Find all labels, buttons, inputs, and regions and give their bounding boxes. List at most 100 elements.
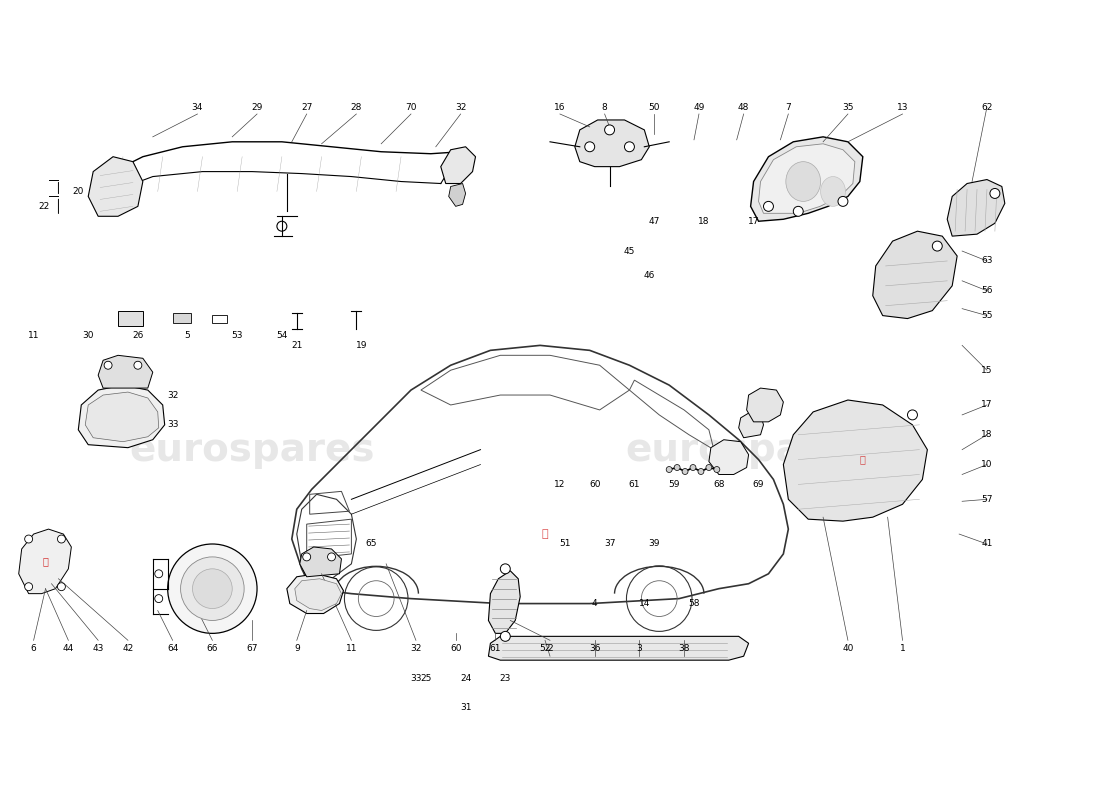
Circle shape (500, 631, 510, 642)
Circle shape (605, 125, 615, 135)
Polygon shape (747, 388, 783, 422)
Circle shape (933, 241, 943, 251)
Text: 6: 6 (31, 644, 36, 653)
Circle shape (155, 570, 163, 578)
Text: 14: 14 (639, 599, 650, 608)
Text: 34: 34 (191, 102, 204, 111)
Text: 17: 17 (981, 401, 992, 410)
Text: 33: 33 (410, 674, 421, 682)
Text: 23: 23 (499, 674, 512, 682)
Circle shape (667, 466, 672, 473)
Text: 20: 20 (73, 187, 84, 196)
Text: 13: 13 (896, 102, 909, 111)
Polygon shape (575, 120, 649, 166)
Polygon shape (488, 571, 520, 634)
Bar (118, 310, 143, 326)
Circle shape (104, 362, 112, 370)
Text: 30: 30 (82, 331, 94, 340)
Text: 36: 36 (588, 644, 601, 653)
Text: 47: 47 (649, 217, 660, 226)
Polygon shape (759, 144, 855, 214)
Circle shape (167, 544, 257, 634)
Polygon shape (783, 400, 927, 521)
Text: 49: 49 (693, 102, 705, 111)
Circle shape (763, 202, 773, 211)
Text: 62: 62 (981, 102, 992, 111)
Circle shape (134, 362, 142, 370)
Text: 2: 2 (547, 644, 553, 653)
Text: 42: 42 (122, 644, 133, 653)
Circle shape (682, 469, 688, 474)
Text: 25: 25 (420, 674, 431, 682)
Text: 46: 46 (644, 271, 654, 280)
Text: 60: 60 (450, 644, 461, 653)
Polygon shape (441, 146, 475, 183)
Text: 43: 43 (92, 644, 103, 653)
Text: 53: 53 (231, 331, 243, 340)
Polygon shape (88, 157, 143, 216)
Text: 48: 48 (738, 102, 749, 111)
Polygon shape (947, 179, 1004, 236)
Text: 27: 27 (301, 102, 312, 111)
Text: 21: 21 (292, 341, 302, 350)
Text: 33: 33 (167, 420, 178, 430)
Circle shape (698, 469, 704, 474)
Text: 4: 4 (592, 599, 597, 608)
Circle shape (500, 564, 510, 574)
Text: 24: 24 (460, 674, 471, 682)
Text: 50: 50 (649, 102, 660, 111)
Polygon shape (299, 547, 341, 577)
Polygon shape (750, 137, 862, 222)
Circle shape (585, 142, 595, 152)
Polygon shape (872, 231, 957, 318)
Text: 15: 15 (981, 366, 992, 374)
Text: 55: 55 (981, 311, 992, 320)
Circle shape (908, 410, 917, 420)
Text: eurospares: eurospares (626, 430, 871, 469)
Text: 9: 9 (294, 644, 299, 653)
Text: 37: 37 (604, 539, 615, 549)
Text: 58: 58 (689, 599, 700, 608)
Polygon shape (98, 355, 153, 388)
Text: 5: 5 (185, 331, 190, 340)
Text: 45: 45 (624, 246, 635, 255)
Text: 18: 18 (698, 217, 710, 226)
Text: 32: 32 (167, 390, 178, 399)
Text: 63: 63 (981, 257, 992, 266)
Polygon shape (708, 440, 749, 474)
Circle shape (674, 465, 680, 470)
Circle shape (24, 535, 33, 543)
Circle shape (302, 553, 310, 561)
Text: 11: 11 (28, 331, 40, 340)
Polygon shape (78, 385, 165, 448)
Bar (173, 313, 190, 322)
Text: 32: 32 (455, 102, 466, 111)
Text: 40: 40 (843, 644, 854, 653)
Circle shape (838, 197, 848, 206)
Text: 31: 31 (460, 703, 471, 712)
Text: 61: 61 (490, 644, 502, 653)
Text: 35: 35 (843, 102, 854, 111)
Bar (212, 314, 228, 322)
Polygon shape (19, 529, 72, 594)
Text: 18: 18 (981, 430, 992, 439)
Text: 66: 66 (207, 644, 218, 653)
Circle shape (328, 553, 336, 561)
Circle shape (714, 466, 719, 473)
Circle shape (625, 142, 635, 152)
Ellipse shape (821, 177, 846, 206)
Polygon shape (488, 636, 749, 660)
Text: 11: 11 (345, 644, 358, 653)
Text: 🐴: 🐴 (541, 529, 548, 539)
Text: 69: 69 (752, 480, 764, 489)
Text: 64: 64 (167, 644, 178, 653)
Circle shape (192, 569, 232, 609)
Text: 70: 70 (405, 102, 417, 111)
Text: 🐴: 🐴 (43, 556, 48, 566)
Text: 10: 10 (981, 460, 992, 469)
Text: 68: 68 (713, 480, 725, 489)
Text: 38: 38 (679, 644, 690, 653)
Text: 67: 67 (246, 644, 257, 653)
Circle shape (990, 189, 1000, 198)
Circle shape (690, 465, 696, 470)
